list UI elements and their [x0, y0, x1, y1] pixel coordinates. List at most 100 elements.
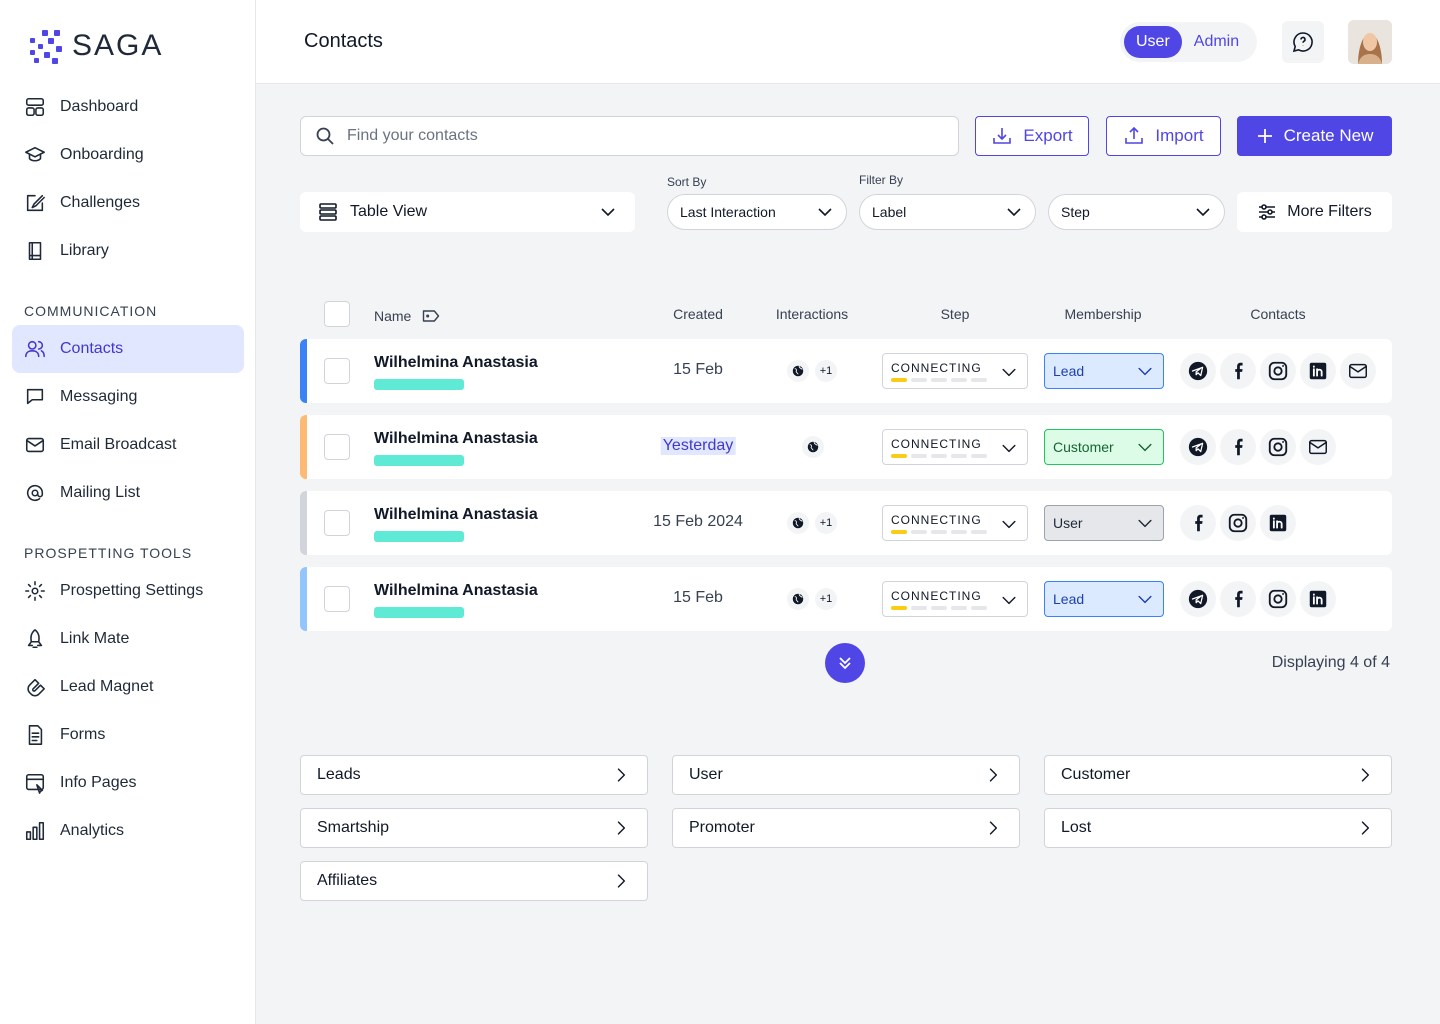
- nav-item[interactable]: Analytics: [12, 807, 244, 855]
- search-input[interactable]: Find your contacts: [300, 116, 959, 156]
- row-checkbox[interactable]: [324, 358, 350, 384]
- social-icon[interactable]: [1260, 429, 1296, 465]
- segment-link[interactable]: Lost: [1044, 808, 1392, 848]
- nav-item[interactable]: Dashboard: [12, 83, 244, 131]
- step-select[interactable]: CONNECTING: [882, 505, 1028, 541]
- social-icon[interactable]: [1220, 581, 1256, 617]
- nav-item[interactable]: Mailing List: [12, 469, 244, 517]
- social-icon[interactable]: [1260, 505, 1296, 541]
- social-icon[interactable]: [1180, 581, 1216, 617]
- export-button[interactable]: Export: [975, 116, 1089, 156]
- create-button[interactable]: Create New: [1237, 116, 1392, 156]
- nav-item[interactable]: Library: [12, 227, 244, 275]
- interactions: +1: [787, 588, 837, 610]
- row-checkbox[interactable]: [324, 434, 350, 460]
- row-accent: [300, 491, 307, 555]
- icon-part: [27, 340, 37, 350]
- icon-part: [1361, 821, 1370, 835]
- contact-name[interactable]: Wilhelmina Anastasia: [374, 582, 538, 599]
- membership-select[interactable]: Lead: [1044, 581, 1164, 617]
- nav-item[interactable]: Link Mate: [12, 615, 244, 663]
- contact-name[interactable]: Wilhelmina Anastasia: [374, 506, 538, 523]
- social-icon[interactable]: [1260, 353, 1296, 389]
- segment-link[interactable]: User: [672, 755, 1020, 795]
- nav-item[interactable]: Forms: [12, 711, 244, 759]
- icon-part: [25, 146, 45, 158]
- view-select[interactable]: Table View: [300, 192, 635, 232]
- role-option[interactable]: Admin: [1193, 33, 1240, 50]
- search-icon: [316, 127, 334, 145]
- role-option[interactable]: User: [1124, 26, 1182, 58]
- nav-item[interactable]: Onboarding: [12, 131, 244, 179]
- social-icon[interactable]: [1220, 429, 1256, 465]
- column-header: Name: [374, 306, 441, 326]
- social-icon[interactable]: [1180, 505, 1216, 541]
- contact-name[interactable]: Wilhelmina Anastasia: [374, 430, 538, 447]
- social-icon[interactable]: [1180, 429, 1216, 465]
- icon-part: [1188, 437, 1208, 457]
- nav-item[interactable]: Contacts: [12, 325, 244, 373]
- column-label: Name: [374, 308, 412, 324]
- nav-item[interactable]: Lead Magnet: [12, 663, 244, 711]
- sort-select[interactable]: Last Interaction: [667, 194, 847, 230]
- icon-part: [319, 209, 337, 215]
- segment-link[interactable]: Promoter: [672, 808, 1020, 848]
- chat-button[interactable]: [1282, 21, 1324, 63]
- icon-part: [1268, 361, 1288, 381]
- social-icon[interactable]: [1300, 353, 1336, 389]
- contact-name[interactable]: Wilhelmina Anastasia: [374, 354, 538, 371]
- membership-select[interactable]: User: [1044, 505, 1164, 541]
- more-filters-button[interactable]: More Filters: [1237, 192, 1392, 232]
- membership-select[interactable]: Lead: [1044, 353, 1164, 389]
- interactions: [802, 436, 824, 458]
- row-checkbox[interactable]: [324, 510, 350, 536]
- membership-select[interactable]: Customer: [1044, 429, 1164, 465]
- icon-part: [1138, 443, 1152, 452]
- social-icon[interactable]: [1180, 353, 1216, 389]
- social-icon[interactable]: [1220, 505, 1256, 541]
- social-icon[interactable]: [1300, 429, 1336, 465]
- nav-label: Mailing List: [60, 484, 141, 501]
- segment-label: Promoter: [689, 819, 755, 836]
- segment-link[interactable]: Smartship: [300, 808, 648, 848]
- chevron-down: [1135, 361, 1155, 381]
- social-icon[interactable]: [1220, 353, 1256, 389]
- nav-label: Lead Magnet: [60, 678, 154, 695]
- segment-link[interactable]: Leads: [300, 755, 648, 795]
- column-label: Interactions: [775, 306, 849, 322]
- plus-icon: [1257, 129, 1272, 143]
- view-icon: [319, 203, 337, 221]
- social-icon[interactable]: [1260, 581, 1296, 617]
- step-select[interactable]: CONNECTING: [882, 353, 1028, 389]
- nav-item[interactable]: Messaging: [12, 373, 244, 421]
- nav-icon: [24, 192, 46, 214]
- icon-part: [25, 340, 45, 358]
- nav-item[interactable]: Email Broadcast: [12, 421, 244, 469]
- nav-item[interactable]: Prospetting Settings: [12, 567, 244, 615]
- nav-item[interactable]: Challenges: [12, 179, 244, 227]
- step-select[interactable]: Step: [1048, 194, 1225, 230]
- load-more-button[interactable]: [825, 643, 865, 683]
- import-button[interactable]: Import: [1106, 116, 1221, 156]
- nav-label: Contacts: [60, 340, 124, 357]
- icon-part: [617, 768, 626, 782]
- select-all-checkbox[interactable]: [324, 301, 350, 327]
- segment-link[interactable]: Affiliates: [300, 861, 648, 901]
- step-select[interactable]: CONNECTING: [882, 581, 1028, 617]
- step-progress: [911, 454, 927, 458]
- chevron-down: [1007, 208, 1021, 217]
- avatar[interactable]: [1348, 20, 1392, 64]
- chevron-down: [999, 362, 1019, 387]
- filter-select[interactable]: Label: [859, 194, 1036, 230]
- social-icon[interactable]: [1300, 581, 1336, 617]
- view-label: Table View: [350, 203, 428, 220]
- icon-part: [1309, 439, 1327, 455]
- nav-icon: [24, 628, 46, 650]
- row-checkbox[interactable]: [324, 586, 350, 612]
- segment-link[interactable]: Customer: [1044, 755, 1392, 795]
- social-icon[interactable]: [1340, 353, 1376, 389]
- logo[interactable]: SAGA: [28, 28, 163, 64]
- nav-item[interactable]: Info Pages: [12, 759, 244, 807]
- icon-part: [30, 50, 35, 55]
- step-select[interactable]: CONNECTING: [882, 429, 1028, 465]
